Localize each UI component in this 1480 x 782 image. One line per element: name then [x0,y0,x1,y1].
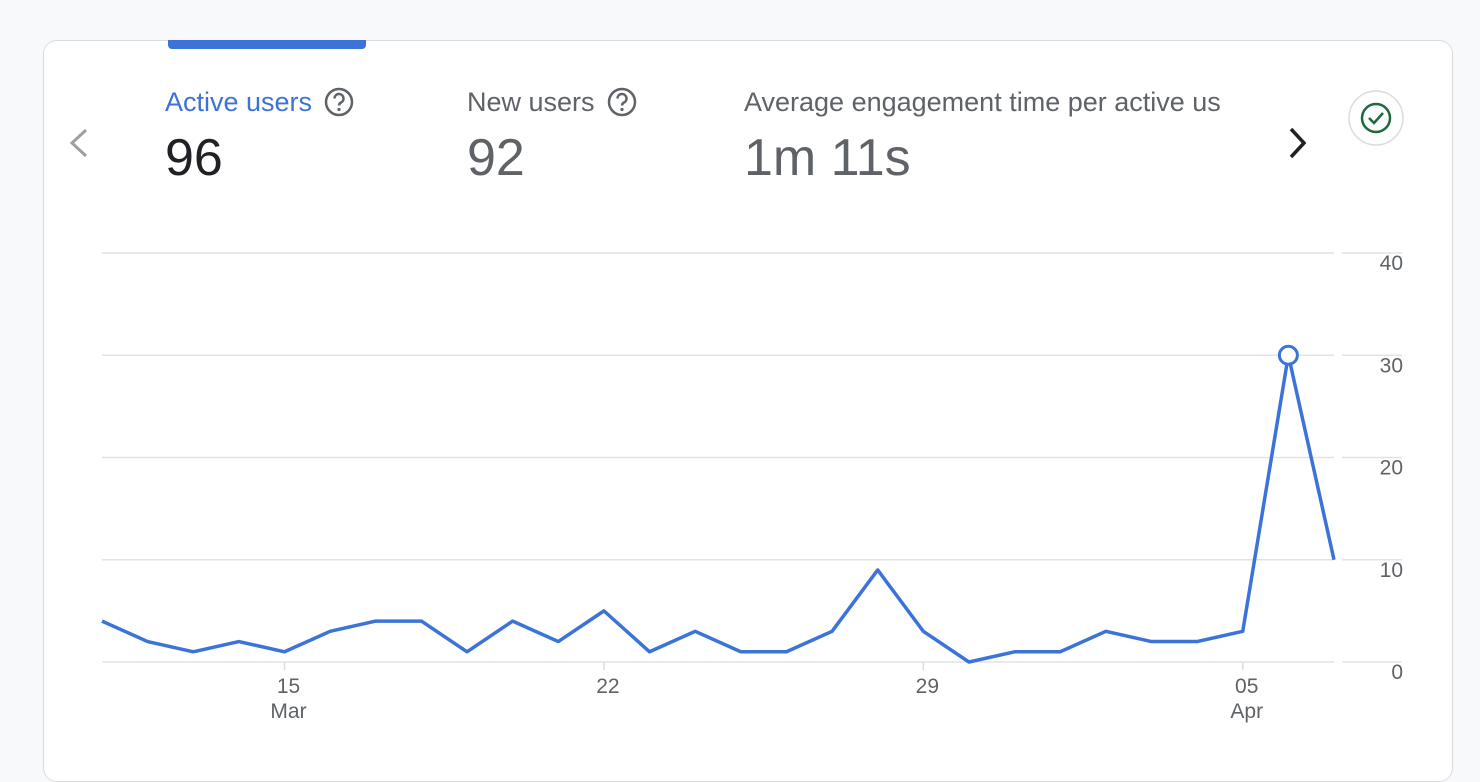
y-tick-label: 40 [1380,252,1403,275]
line [101,353,1336,664]
y-tick-label: 10 [1380,559,1403,582]
metric-value: 92 [467,129,525,187]
metric-label: New users [467,86,595,117]
x-tick-sublabel: Mar [270,700,306,723]
metric-tab[interactable]: Average engagement time per active us 1m… [744,84,1262,188]
tab-indicator [168,40,366,49]
metric-value: 96 [165,129,223,187]
metric-label: Average engagement time per active us [744,86,1221,117]
y-tick-label: 20 [1380,457,1403,480]
metric-tab[interactable]: Active users 96 [165,84,354,188]
help-icon[interactable] [324,87,354,117]
x-tick-label: 15 [277,675,300,698]
metric-label: Active users [165,86,313,117]
metric-value: 1m 11s [744,129,911,187]
highlight-point [1277,344,1299,366]
metric-tab[interactable]: New users 92 [467,84,637,188]
y-tick-label: 30 [1380,354,1403,377]
prev-arrow[interactable] [69,128,88,158]
x-tick-sublabel: Apr [1230,700,1263,723]
card [43,40,1453,782]
x-tick-label: 05 [1235,675,1258,698]
help-icon[interactable] [607,87,637,117]
status-icon[interactable] [1348,90,1404,146]
next-arrow[interactable] [1289,127,1307,159]
page: Active users 96 New users 92 Average eng… [43,40,1453,782]
y-tick-label: 0 [1391,661,1403,684]
x-tick-label: 29 [916,675,939,698]
x-tick-label: 22 [596,675,619,698]
